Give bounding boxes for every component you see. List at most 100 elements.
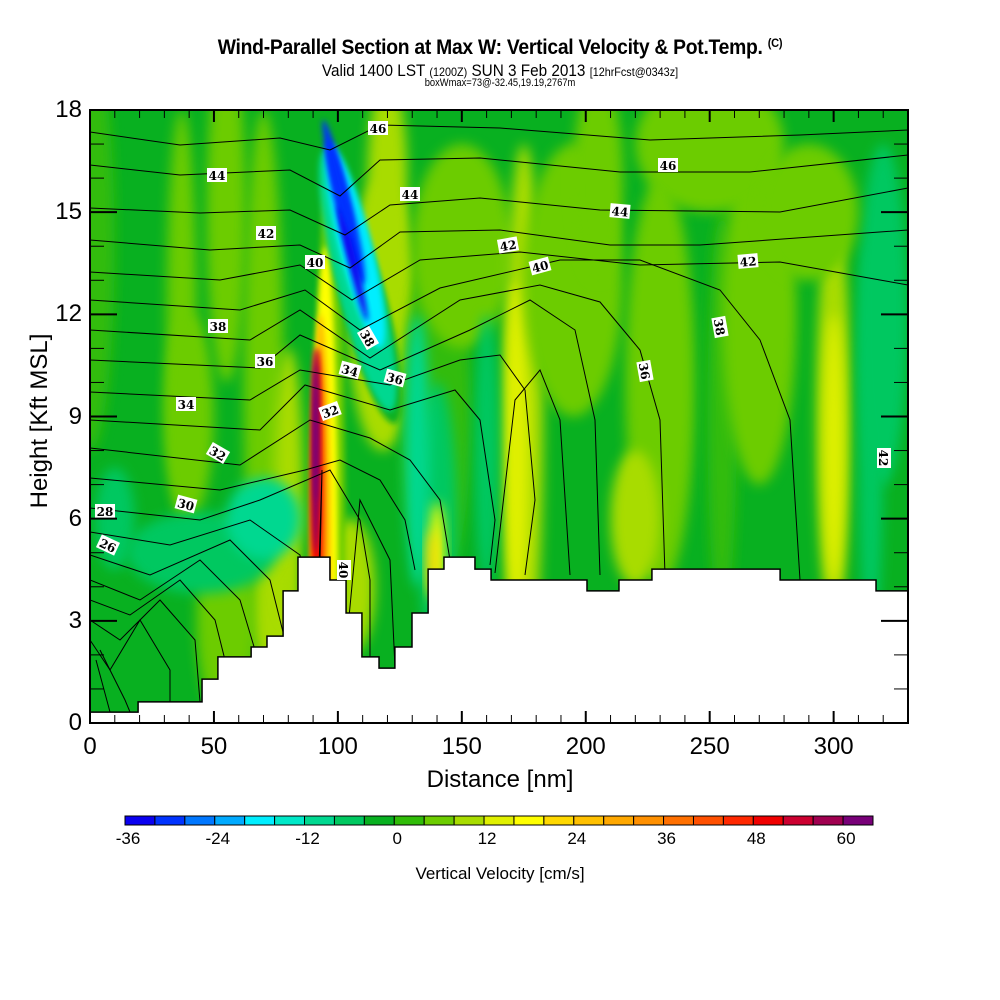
contour-label-text: 34 [178,398,195,412]
copyright-mark: (C) [767,36,783,50]
contour-label: 40 [305,255,325,270]
colorbar-swatch [722,815,754,826]
contour-label-box [207,168,227,182]
y-tick-label: 9 [68,402,82,430]
contour-label: 44 [400,187,420,202]
isentrope [90,354,536,576]
y-tick-label: 3 [68,606,82,634]
y-axis-label: Height [Kft MSL] [26,333,53,509]
field-cell [503,280,529,621]
contour-label: 38 [208,319,228,334]
field-cell [610,450,661,587]
colorbar-swatch [692,815,724,826]
colorbar-title: Vertical Velocity [cm/s] [415,864,585,883]
field-cell [823,314,844,587]
contour-label: 34 [338,360,362,380]
colorbar-swatch [304,815,335,826]
contour-label-box [338,360,362,380]
contour-label: 46 [368,121,388,136]
x-tick-label: 300 [813,733,854,760]
isentrope [344,498,396,669]
colorbar-swatch [244,815,276,826]
valid-date: SUN 3 Feb 2013 [471,61,586,80]
contour-label-text: 34 [340,362,360,380]
contour-label-box [737,253,759,269]
x-axis-label: Distance [nm] [426,766,574,793]
colorbar-tick-label: -24 [205,829,231,848]
contour-label: 28 [95,504,115,519]
contour-label-text: 40 [307,256,324,270]
field-cell [474,314,500,587]
downdraft-core [322,119,354,237]
contour-label-box [208,319,228,333]
contour-label-text: 28 [97,505,114,519]
contour-label-box [368,121,388,135]
contour-label-box [337,560,351,580]
contour-label-box [318,401,342,421]
forecast-info: [12hrFcst@0343z] [589,65,679,79]
contour-label: 42 [256,226,276,241]
isentrope [90,259,801,581]
contour-label-box [711,315,729,339]
isentrope [90,579,231,681]
isentrope [90,251,908,301]
contour-label-text: 42 [258,227,275,241]
contour-label-box [528,256,552,276]
contour-label-text: 26 [97,536,118,556]
x-tick-label: 0 [83,733,97,760]
contour-label-box [305,255,325,269]
contour-label-box [255,354,275,368]
colorbar-tick-label: 0 [392,829,402,848]
contour-label: 38 [711,315,729,339]
plot-frame [89,109,909,724]
contour-label: 42 [737,253,759,270]
contour-label-box [205,441,231,465]
colorbar-swatch [214,815,246,826]
colorbar-tick-label: 36 [657,829,677,848]
chart-subtitle: Valid 1400 LST (1200Z) SUN 3 Feb 2013 [1… [50,61,950,81]
contour-label-text: 32 [320,403,340,422]
y-tick-label: 12 [55,300,82,328]
isentrope [90,187,908,236]
isentrope [90,229,908,269]
contour-label: 46 [658,158,678,173]
contour-label-text: 42 [876,450,890,467]
terrain [90,556,908,723]
contour-label-text: 38 [210,320,227,334]
field-cell [164,314,214,519]
colorbar-swatch [453,815,485,826]
contour-label: 32 [318,401,342,422]
contour-label: 44 [609,203,631,220]
updraft-core [313,365,318,502]
contour-label-box [95,534,121,556]
x-tick-label: 100 [317,733,358,760]
colorbar-tick-label: 24 [567,829,587,848]
valid-utc: (1200Z) [429,65,468,79]
contour-label: 30 [174,494,198,514]
colorbar-swatch [274,815,306,826]
contour-label-text: 40 [530,258,550,276]
colorbar-swatch [603,815,635,826]
contour-label: 36 [636,359,654,383]
colorbar-swatch [483,815,515,826]
x-tick-label: 150 [441,733,482,760]
colorbar-swatch [363,815,395,826]
field-cell [759,144,859,281]
contour-label: 26 [95,534,121,556]
colorbar-swatch [184,815,216,826]
isentrope [90,619,171,702]
colorbar-swatch [782,815,814,826]
x-tick-label: 200 [565,733,606,760]
contour-label-text: 40 [336,562,350,579]
colorbar-swatch [543,815,575,826]
colorbar-swatch [124,815,156,826]
contour-label-box [636,359,654,383]
contour-label-text: 36 [385,370,405,388]
contour-label-box [400,187,420,201]
isentrope [95,659,111,713]
contour-label-box [95,504,115,518]
y-tick-label: 6 [68,504,82,532]
isentrope [90,599,201,703]
contour-label-box [256,226,276,240]
